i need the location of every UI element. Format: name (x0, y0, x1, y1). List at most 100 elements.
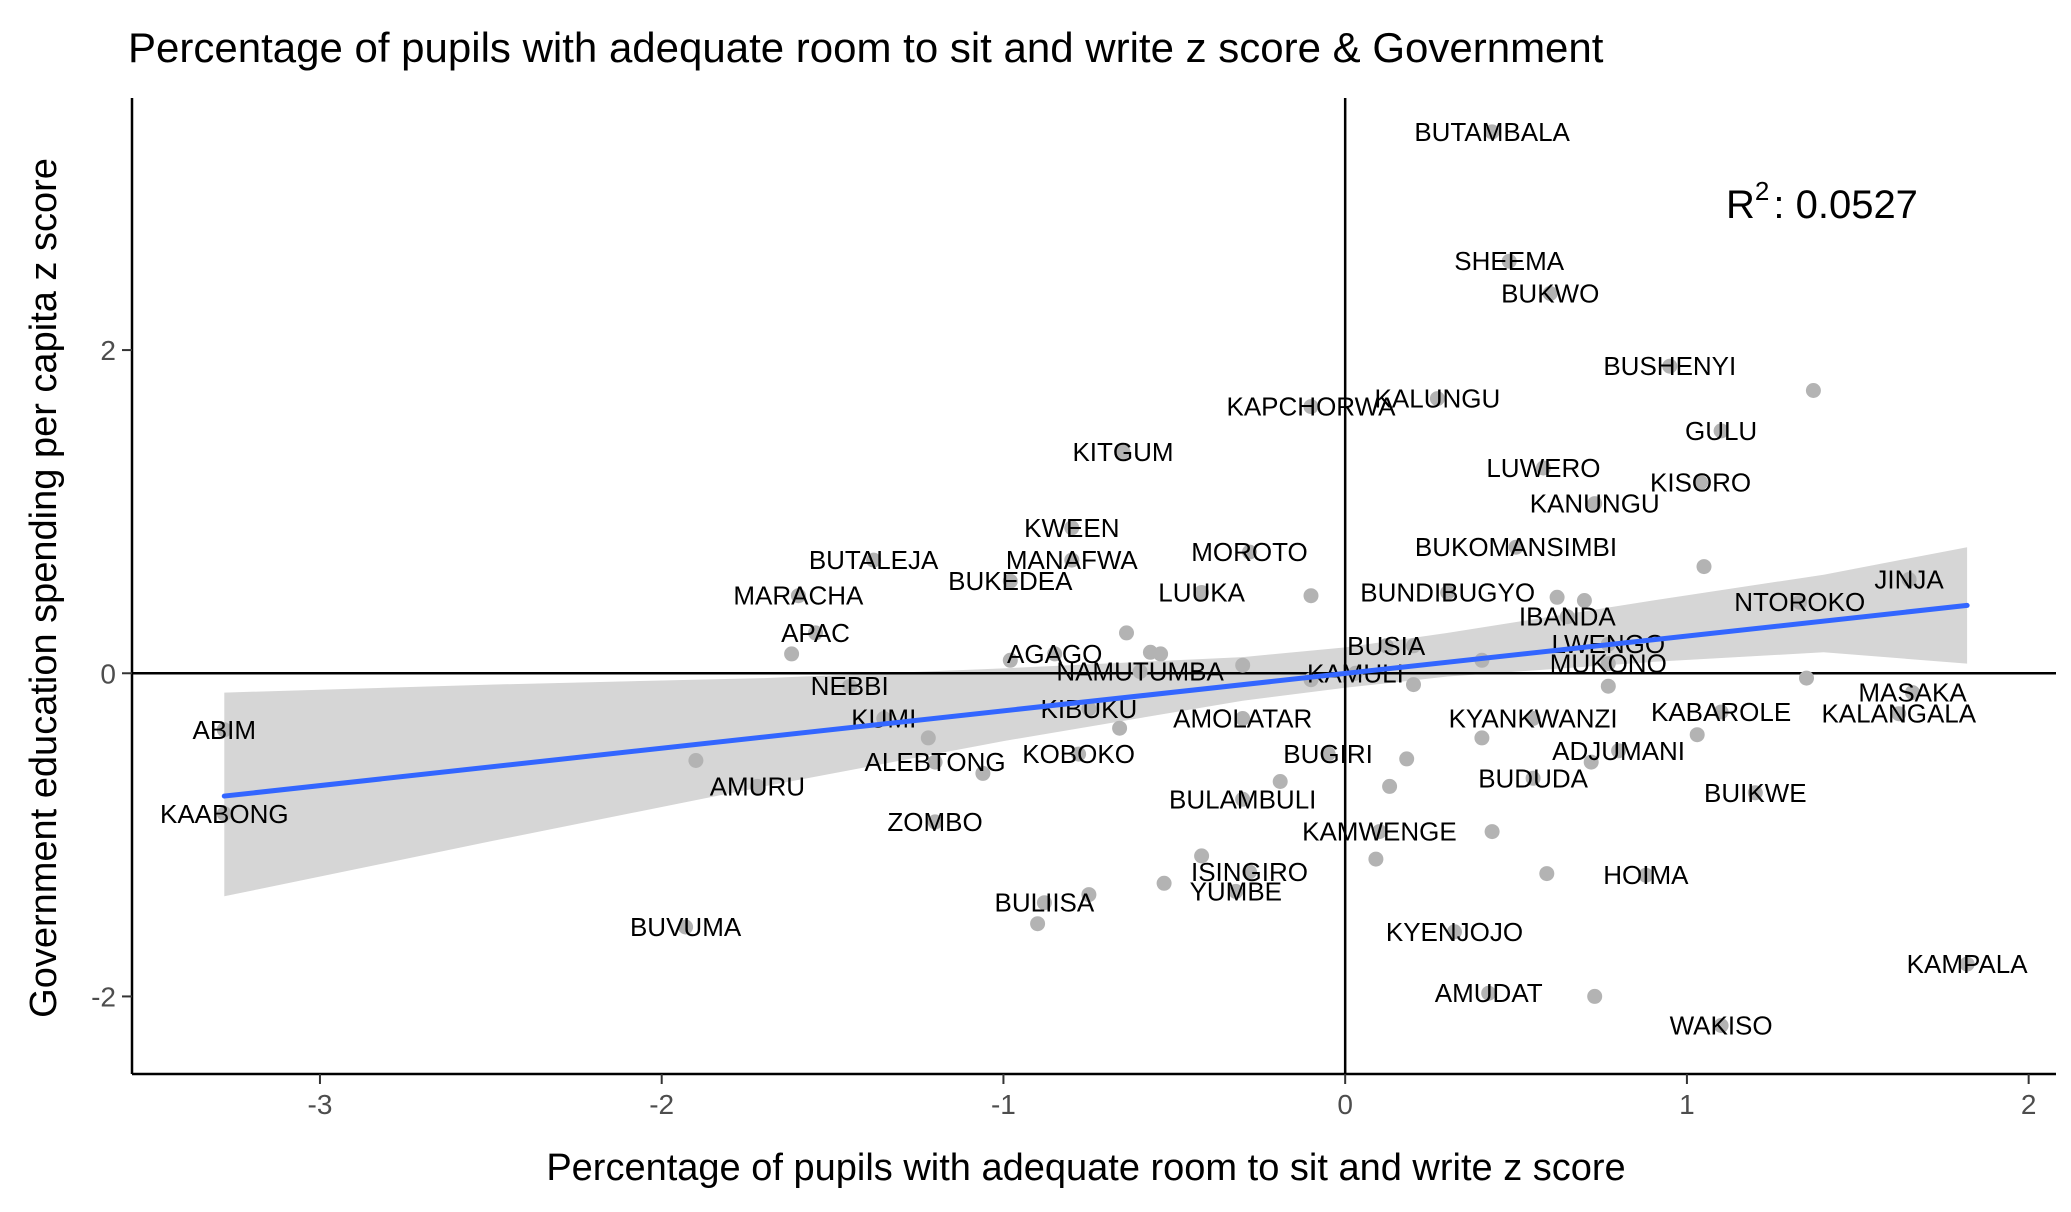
point-bukedea (1002, 573, 1018, 589)
point-label-mukono: MUKONO (1550, 649, 1667, 679)
point-kitgum (1115, 444, 1131, 460)
point-label-agago: AGAGO (1007, 639, 1102, 669)
point-unlabeled (1194, 848, 1210, 864)
point-gulu (1713, 423, 1729, 439)
point-unlabeled (1539, 866, 1555, 882)
point-masaka (1905, 685, 1920, 701)
point-butaleja (866, 552, 882, 568)
point-kabarole (1713, 704, 1729, 720)
point-label-kalangala: KALANGALA (1821, 699, 1976, 729)
point-label-kabarole: KABAROLE (1651, 697, 1791, 727)
point-label-kumi: KUMI (851, 704, 916, 734)
point-label-gulu: GULU (1685, 416, 1757, 446)
point-label-kanungu: KANUNGU (1530, 489, 1660, 519)
point-unlabeled (1156, 875, 1172, 891)
point-unlabeled (1303, 588, 1319, 604)
point-label-bukomansimbi: BUKOMANSIMBI (1415, 532, 1617, 562)
point-unlabeled (1484, 824, 1500, 840)
r-squared-superscript: 2 (1755, 176, 1769, 206)
point-label-masaka: MASAKA (1858, 678, 1967, 708)
point-luwero (1535, 460, 1551, 476)
y-tick-label: -2 (91, 981, 116, 1012)
point-unlabeled (1600, 678, 1616, 694)
point-kampala (1959, 956, 1975, 972)
point-label-buvuma: BUVUMA (630, 912, 742, 942)
point-unlabeled (1696, 559, 1712, 575)
point-label-zombo: ZOMBO (887, 807, 982, 837)
point-apac (808, 625, 823, 641)
point-label-amudat: AMUDAT (1435, 978, 1543, 1008)
point-label-manafwa: MANAFWA (1006, 545, 1139, 575)
point-label-amuru: AMURU (710, 771, 805, 801)
y-tick-label: 0 (100, 658, 116, 689)
point-label-amolatar: AMOLATAR (1173, 704, 1312, 734)
point-label-busia: BUSIA (1347, 631, 1426, 661)
point-label-jinja: JINJA (1874, 565, 1944, 595)
point-ibanda (1559, 609, 1575, 625)
point-label-nebbi: NEBBI (811, 671, 889, 701)
point-bududa (1525, 770, 1541, 786)
point-label-buikwe: BUIKWE (1704, 778, 1807, 808)
point-moroto (1242, 544, 1257, 560)
point-zombo (927, 814, 943, 830)
point-label-bukwo: BUKWO (1501, 279, 1599, 309)
point-unlabeled (1382, 778, 1398, 794)
point-koboko (1071, 746, 1087, 762)
point-manafwa (1064, 552, 1080, 568)
point-isingiro (1242, 864, 1257, 880)
reference-lines-layer (132, 98, 2056, 1074)
point-label-bududa: BUDUDA (1478, 763, 1588, 793)
point-label-koboko: KOBOKO (1022, 739, 1135, 769)
point-kalangala (1891, 706, 1907, 722)
r-squared-annotation: R2: 0.0527 (1726, 176, 1918, 227)
point-unlabeled (1549, 589, 1565, 605)
point-unlabeled (1112, 720, 1128, 736)
point-bulambuli (1235, 791, 1251, 807)
point-unlabeled (975, 765, 991, 781)
point-label-apac: APAC (781, 618, 850, 648)
point-label-kaabong: KAABONG (160, 799, 289, 829)
point-bushenyi (1662, 358, 1678, 374)
point-jinja (1901, 572, 1917, 587)
point-amolatar (1235, 711, 1251, 726)
point-label-ibanda: IBANDA (1519, 602, 1616, 632)
point-adjumani (1611, 743, 1627, 759)
point-label-kitgum: KITGUM (1072, 437, 1173, 467)
point-unlabeled (688, 753, 704, 768)
point-unlabeled (1689, 727, 1705, 743)
point-amudat (1481, 985, 1497, 1001)
point-label-luwero: LUWERO (1486, 453, 1600, 483)
point-kaabong (216, 806, 232, 822)
point-label-namutumba: NAMUTUMBA (1056, 657, 1224, 687)
point-unlabeled (1153, 646, 1169, 662)
point-label-ntoroko: NTOROKO (1734, 587, 1865, 617)
point-amuru (749, 778, 765, 794)
point-unlabeled (784, 646, 800, 662)
point-sheema (1501, 253, 1517, 269)
x-tick-label: 2 (2021, 1089, 2037, 1120)
confidence-band-layer (224, 547, 1968, 897)
point-kapchorwa (1303, 399, 1319, 415)
point-label-yumbe: YUMBE (1190, 876, 1282, 906)
point-label-kyenjojo: KYENJOJO (1386, 917, 1523, 947)
point-kyenjojo (1447, 924, 1462, 940)
point-luuka (1194, 585, 1210, 600)
point-label-kisoro: KISORO (1650, 468, 1751, 498)
point-yumbe (1228, 883, 1244, 899)
point-unlabeled (1030, 916, 1046, 932)
point-bugiri (1320, 746, 1336, 762)
point-kisoro (1693, 475, 1709, 491)
x-tick-label: 1 (1679, 1089, 1695, 1120)
point-ntoroko (1792, 594, 1808, 610)
point-unlabeled (1474, 730, 1490, 746)
point-label-alebtong: ALEBTONG (865, 747, 1006, 777)
point-unlabeled (1081, 887, 1097, 903)
point-butambala (1484, 124, 1500, 140)
point-busia (1378, 638, 1394, 654)
point-label-bushenyi: BUSHENYI (1603, 351, 1736, 381)
point-label-moroto: MOROTO (1191, 537, 1308, 567)
point-maracha (790, 588, 806, 604)
point-kanungu (1587, 496, 1603, 512)
point-nebbi (842, 678, 858, 694)
